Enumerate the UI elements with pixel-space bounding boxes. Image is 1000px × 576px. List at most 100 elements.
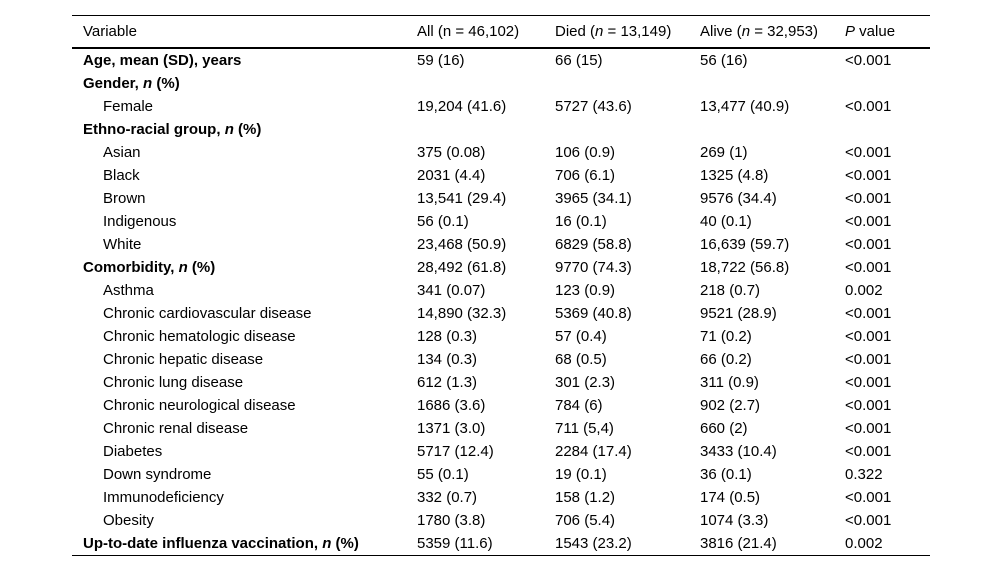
pvalue-cell: 0.002 <box>845 535 883 552</box>
table-row: Chronic neurological disease 1686 (3.6) 78… <box>72 394 930 417</box>
all-cell: 28,492 (61.8) <box>417 259 507 276</box>
died-cell: 5727 (43.6) <box>555 98 632 115</box>
pvalue-cell: <0.001 <box>845 213 892 230</box>
alive-cell: 1074 (3.3) <box>700 512 769 529</box>
table-row: Diabetes 5717 (12.4) 2284 (17.4) 3433 (10.4… <box>72 440 930 463</box>
pvalue-cell: <0.001 <box>845 52 892 69</box>
died-cell: 301 (2.3) <box>555 374 616 391</box>
alive-cell: 66 (0.2) <box>700 351 752 368</box>
variable-cell: Gender, n (%) <box>83 75 180 92</box>
all-cell: 375 (0.08) <box>417 144 486 161</box>
pvalue-cell: <0.001 <box>845 259 892 276</box>
table-row: Indigenous 56 (0.1) 16 (0.1) 40 (0.1) <0.001 <box>72 210 930 233</box>
col-header-all: All (n = 46,102) <box>417 23 520 40</box>
pvalue-cell: <0.001 <box>845 420 892 437</box>
variable-cell: Chronic renal disease <box>103 420 249 437</box>
all-cell: 612 (1.3) <box>417 374 478 391</box>
variable-cell: Obesity <box>103 512 154 529</box>
variable-cell: Asthma <box>103 282 154 299</box>
table-row: Asthma 341 (0.07) 123 (0.9) 218 (0.7) 0.002 <box>72 279 930 302</box>
alive-cell <box>700 72 845 95</box>
alive-cell: 3433 (10.4) <box>700 443 777 460</box>
variable-cell: Female <box>103 98 154 115</box>
table-row: Asian 375 (0.08) 106 (0.9) 269 (1) <0.001 <box>72 141 930 164</box>
pvalue-cell: <0.001 <box>845 98 892 115</box>
all-cell: 1686 (3.6) <box>417 397 486 414</box>
table-row: Down syndrome 55 (0.1) 19 (0.1) 36 (0.1) 0.3… <box>72 463 930 486</box>
all-cell: 59 (16) <box>417 52 465 69</box>
alive-cell: 40 (0.1) <box>700 213 752 230</box>
alive-cell: 174 (0.5) <box>700 489 761 506</box>
variable-cell: White <box>103 236 142 253</box>
variable-cell: Black <box>103 167 140 184</box>
variable-cell: Down syndrome <box>103 466 212 483</box>
col-header-variable: Variable <box>83 23 137 40</box>
table-row: Chronic lung disease 612 (1.3) 301 (2.3) 31… <box>72 371 930 394</box>
table-row: Chronic hematologic disease 128 (0.3) 57 (… <box>72 325 930 348</box>
variable-cell: Chronic hepatic disease <box>103 351 264 368</box>
table-row: White 23,468 (50.9) 6829 (58.8) 16,639 (59.… <box>72 233 930 256</box>
variable-cell: Chronic hematologic disease <box>103 328 296 345</box>
all-cell: 332 (0.7) <box>417 489 478 506</box>
alive-cell: 9521 (28.9) <box>700 305 777 322</box>
pvalue-cell: 0.322 <box>845 466 883 483</box>
died-cell: 19 (0.1) <box>555 466 607 483</box>
pvalue-cell: <0.001 <box>845 236 892 253</box>
alive-header-n: n <box>741 23 751 40</box>
all-cell <box>417 72 555 95</box>
variable-cell: Up-to-date influenza vaccination, n (%) <box>83 535 359 552</box>
all-cell <box>417 118 555 141</box>
died-cell <box>555 72 700 95</box>
variable-cell: Asian <box>103 144 141 161</box>
pvalue-cell: <0.001 <box>845 397 892 414</box>
pvalue-cell: <0.001 <box>845 351 892 368</box>
died-header-pre: Died ( <box>555 23 596 40</box>
variable-cell: Indigenous <box>103 213 177 230</box>
table-row: Chronic renal disease 1371 (3.0) 711 (5,4)… <box>72 417 930 440</box>
died-cell: 784 (6) <box>555 397 603 414</box>
pvalue-cell: <0.001 <box>845 374 892 391</box>
all-cell: 134 (0.3) <box>417 351 478 368</box>
alive-cell: 902 (2.7) <box>700 397 761 414</box>
died-cell: 123 (0.9) <box>555 282 616 299</box>
died-cell: 2284 (17.4) <box>555 443 632 460</box>
table-body: Age, mean (SD), years 59 (16) 66 (15) 56 (1… <box>72 48 930 556</box>
all-cell: 2031 (4.4) <box>417 167 486 184</box>
died-cell: 68 (0.5) <box>555 351 607 368</box>
all-cell: 19,204 (41.6) <box>417 98 507 115</box>
variable-cell: Age, mean (SD), years <box>83 52 242 69</box>
alive-cell: 269 (1) <box>700 144 748 161</box>
alive-cell <box>700 118 845 141</box>
died-cell: 57 (0.4) <box>555 328 607 345</box>
all-cell: 341 (0.07) <box>417 282 486 299</box>
all-cell: 5717 (12.4) <box>417 443 494 460</box>
table-row: Up-to-date influenza vaccination, n (%) 5… <box>72 532 930 556</box>
alive-cell: 18,722 (56.8) <box>700 259 790 276</box>
all-cell: 56 (0.1) <box>417 213 469 230</box>
variable-cell: Diabetes <box>103 443 163 460</box>
alive-cell: 13,477 (40.9) <box>700 98 790 115</box>
alive-header-post: = 32,953) <box>750 23 818 40</box>
died-cell: 706 (5.4) <box>555 512 616 529</box>
alive-cell: 1325 (4.8) <box>700 167 769 184</box>
died-cell: 706 (6.1) <box>555 167 616 184</box>
died-header-post: = 13,149) <box>603 23 672 40</box>
pvalue-cell: 0.002 <box>845 282 883 299</box>
table-row: Gender, n (%) <box>72 72 930 95</box>
pvalue-cell: <0.001 <box>845 167 892 184</box>
variable-cell: Comorbidity, n (%) <box>83 259 216 276</box>
variable-cell: Immunodeficiency <box>103 489 224 506</box>
variable-cell: Chronic cardiovascular disease <box>103 305 312 322</box>
table-row: Black 2031 (4.4) 706 (6.1) 1325 (4.8) <0.001 <box>72 164 930 187</box>
alive-cell: 16,639 (59.7) <box>700 236 790 253</box>
died-header-n: n <box>595 23 604 40</box>
alive-cell: 36 (0.1) <box>700 466 752 483</box>
pvalue-cell: <0.001 <box>845 443 892 460</box>
died-cell: 158 (1.2) <box>555 489 616 506</box>
col-header-pvalue: P value <box>845 16 930 49</box>
pvalue-cell <box>845 72 930 95</box>
pvalue-header-italic: P <box>845 23 856 40</box>
pvalue-cell: <0.001 <box>845 489 892 506</box>
died-cell: 9770 (74.3) <box>555 259 632 276</box>
header-row: Variable All (n = 46,102) Died (n = 13,1… <box>72 16 930 49</box>
